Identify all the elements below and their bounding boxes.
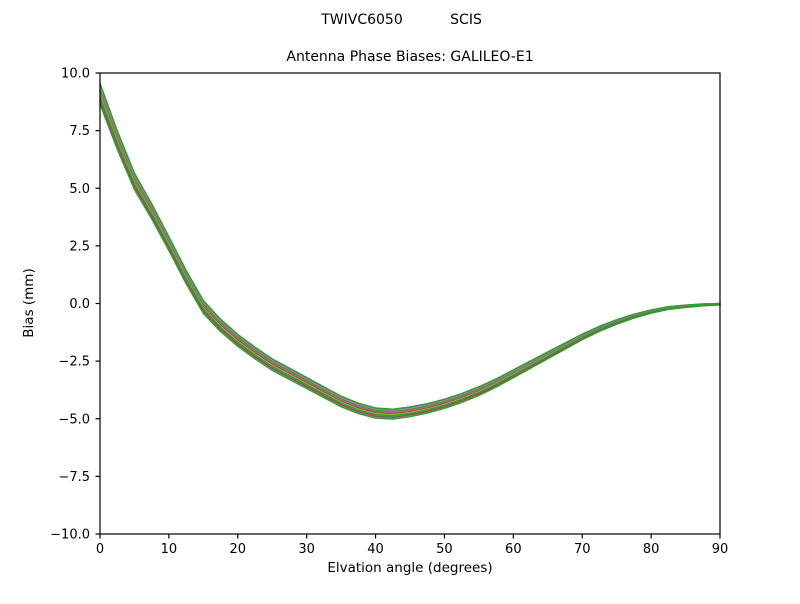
suptitle-station: TWIVC6050: [320, 12, 403, 28]
x-tick-label: 50: [436, 542, 453, 557]
y-tick-label: −5.0: [58, 412, 90, 427]
x-tick-label: 80: [643, 542, 660, 557]
axes-title: Antenna Phase Biases: GALILEO-E1: [286, 49, 533, 65]
y-tick-label: 10.0: [61, 67, 90, 82]
x-tick-label: 90: [712, 542, 729, 557]
y-tick-label: 0.0: [69, 297, 90, 312]
suptitle-code: SCIS: [450, 12, 482, 28]
y-axis-label: Bias (mm): [21, 268, 37, 337]
x-tick-label: 30: [298, 542, 315, 557]
x-tick-label: 60: [505, 542, 522, 557]
bias-curve-line-14: [99, 82, 721, 410]
x-tick-label: 0: [96, 542, 104, 557]
x-tick-label: 10: [161, 542, 178, 557]
x-tick-label: 20: [230, 542, 247, 557]
x-tick-label: 40: [367, 542, 384, 557]
y-tick-label: −2.5: [58, 355, 90, 370]
y-tick-label: 2.5: [69, 239, 90, 254]
x-tick-label: 70: [574, 542, 591, 557]
y-tick-label: 7.5: [69, 124, 90, 139]
y-tick-label: 5.0: [69, 182, 90, 197]
curve-bundle: [99, 82, 721, 420]
y-tick-label: −7.5: [58, 470, 90, 485]
y-axis-ticks: 10.0 7.5 5.0 2.5 0.0 −2.5 −5.0 −7.5 −10.0: [50, 67, 100, 543]
x-axis-label: Elvation angle (degrees): [327, 560, 492, 576]
x-axis-ticks: 0 10 20 30 40 50 60 70 80 90: [96, 534, 728, 557]
bias-curve-line-13: [99, 103, 721, 420]
y-tick-label: −10.0: [50, 528, 90, 543]
bias-curve-line-07: [99, 96, 721, 417]
bias-curve-line-12: [99, 99, 721, 419]
